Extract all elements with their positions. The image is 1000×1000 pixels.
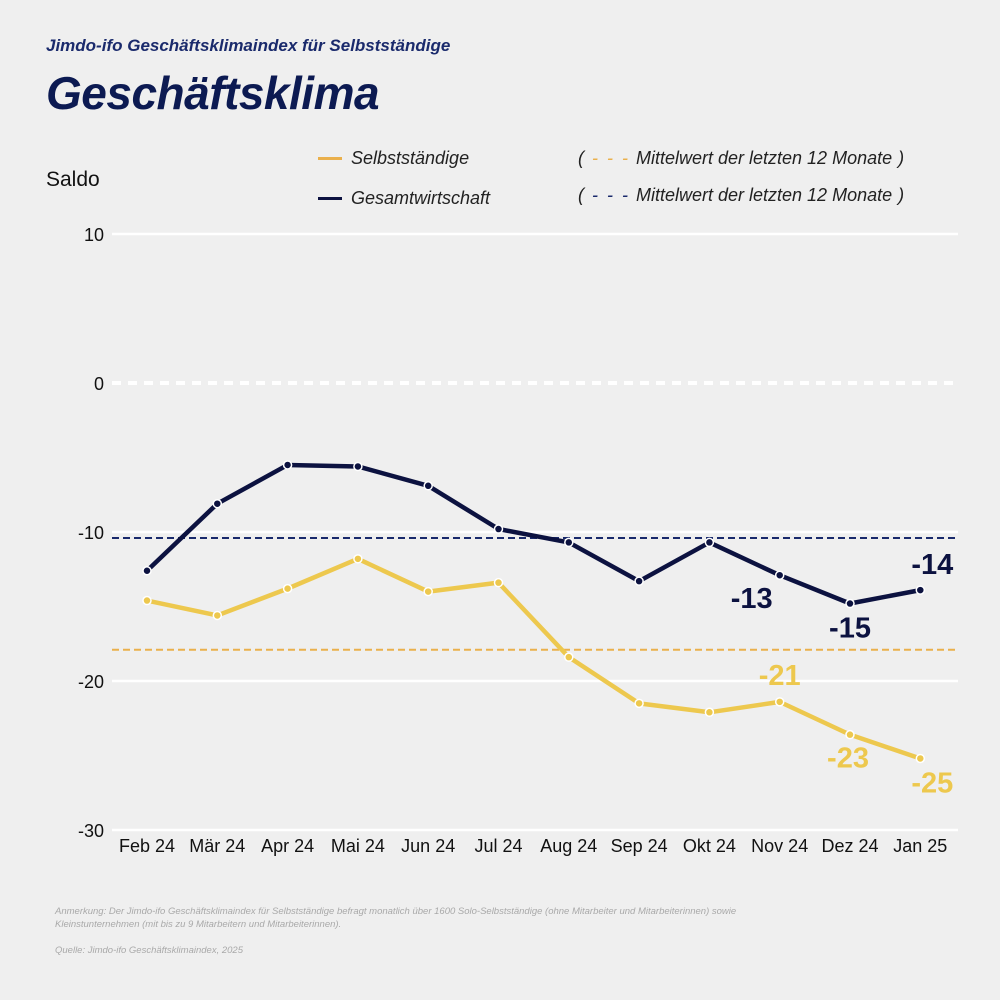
data-label-selbststaendige: -25 (911, 767, 953, 799)
legend-paren-close: ) (898, 148, 905, 168)
x-tick-label: Apr 24 (261, 836, 314, 856)
legend-paren-open: ( (578, 185, 584, 205)
data-point-gesamtwirtschaft (704, 537, 715, 548)
y-axis-label: Saldo (46, 168, 100, 191)
data-point-selbststaendige (915, 753, 926, 764)
chart-title: Geschäftsklima (46, 67, 380, 119)
data-label-gesamtwirtschaft: -13 (731, 583, 773, 615)
data-point-selbststaendige (634, 698, 644, 709)
legend-label-selbststaendige: Selbstständige (351, 148, 470, 168)
series-line-selbststaendige (144, 556, 923, 761)
data-point-gesamtwirtschaft (212, 498, 223, 509)
series-line-gesamtwirtschaft (144, 462, 923, 606)
x-tick-label: Okt 24 (683, 836, 736, 856)
x-tick-label: Jul 24 (474, 836, 522, 856)
chart-subtitle: Jimdo-ifo Geschäftsklimaindex für Selbst… (46, 36, 451, 55)
x-tick-label: Feb 24 (119, 836, 175, 856)
data-point-selbststaendige (845, 729, 855, 740)
y-tick-label: -10 (78, 523, 104, 543)
data-point-selbststaendige (564, 652, 574, 662)
source-note: Quelle: Jimdo-ifo Geschäftsklimaindex, 2… (55, 945, 243, 956)
data-point-gesamtwirtschaft (564, 537, 574, 548)
y-tick-label: 10 (84, 225, 104, 245)
data-point-gesamtwirtschaft (915, 585, 926, 595)
legend-dash-gesamtwirtschaft: - - - (592, 185, 630, 205)
data-point-gesamtwirtschaft (774, 570, 785, 580)
legend-paren-close: ) (898, 185, 905, 205)
data-point-gesamtwirtschaft (353, 461, 363, 472)
legend-selbststaendige: Selbstständige (318, 148, 469, 169)
data-point-selbststaendige (353, 554, 363, 564)
legend-paren-open: ( (578, 148, 584, 168)
data-label-selbststaendige: -21 (759, 660, 801, 692)
data-point-gesamtwirtschaft (634, 576, 644, 586)
x-tick-label: Jun 24 (401, 836, 455, 856)
data-point-gesamtwirtschaft (845, 598, 855, 609)
data-point-gesamtwirtschaft (493, 524, 504, 534)
legend-mean-selbststaendige: ( - - - Mittelwert der letzten 12 Monate… (578, 148, 910, 169)
data-point-gesamtwirtschaft (142, 565, 152, 576)
data-point-selbststaendige (212, 610, 223, 621)
legend-dash-selbststaendige: - - - (592, 148, 630, 168)
data-point-selbststaendige (282, 583, 293, 594)
data-label-gesamtwirtschaft: -15 (829, 613, 871, 645)
legend-gesamtwirtschaft: Gesamtwirtschaft (318, 188, 490, 209)
legend-label-gesamtwirtschaft: Gesamtwirtschaft (351, 188, 491, 208)
y-tick-label: -20 (78, 672, 104, 692)
y-tick-label: -30 (78, 821, 104, 841)
legend-mean-label: Mittelwert der letzten 12 Monate (635, 148, 893, 168)
data-point-selbststaendige (142, 595, 152, 606)
data-point-selbststaendige (774, 697, 785, 707)
x-tick-label: Jan 25 (893, 836, 947, 856)
data-point-gesamtwirtschaft (423, 481, 433, 491)
footnote: Anmerkung: Der Jimdo-ifo Geschäftsklimai… (55, 906, 737, 930)
x-tick-label: Aug 24 (540, 836, 597, 856)
legend-swatch-gesamtwirtschaft (318, 197, 342, 200)
x-tick-label: Mär 24 (189, 836, 245, 856)
legend-mean-gesamtwirtschaft: ( - - - Mittelwert der letzten 12 Monate… (578, 185, 910, 206)
x-tick-label: Nov 24 (751, 836, 808, 856)
data-point-gesamtwirtschaft (282, 460, 293, 470)
data-point-selbststaendige (493, 577, 504, 588)
legend-mean-label: Mittelwert der letzten 12 Monate (635, 185, 893, 205)
legend-swatch-selbststaendige (318, 157, 342, 160)
data-label-selbststaendige: -23 (827, 743, 869, 775)
x-tick-label: Dez 24 (821, 836, 878, 856)
x-tick-label: Sep 24 (611, 836, 668, 856)
data-point-selbststaendige (423, 586, 433, 597)
data-label-gesamtwirtschaft: -14 (911, 549, 953, 581)
data-point-selbststaendige (704, 707, 715, 718)
y-tick-label: 0 (94, 374, 104, 394)
x-tick-label: Mai 24 (331, 836, 385, 856)
